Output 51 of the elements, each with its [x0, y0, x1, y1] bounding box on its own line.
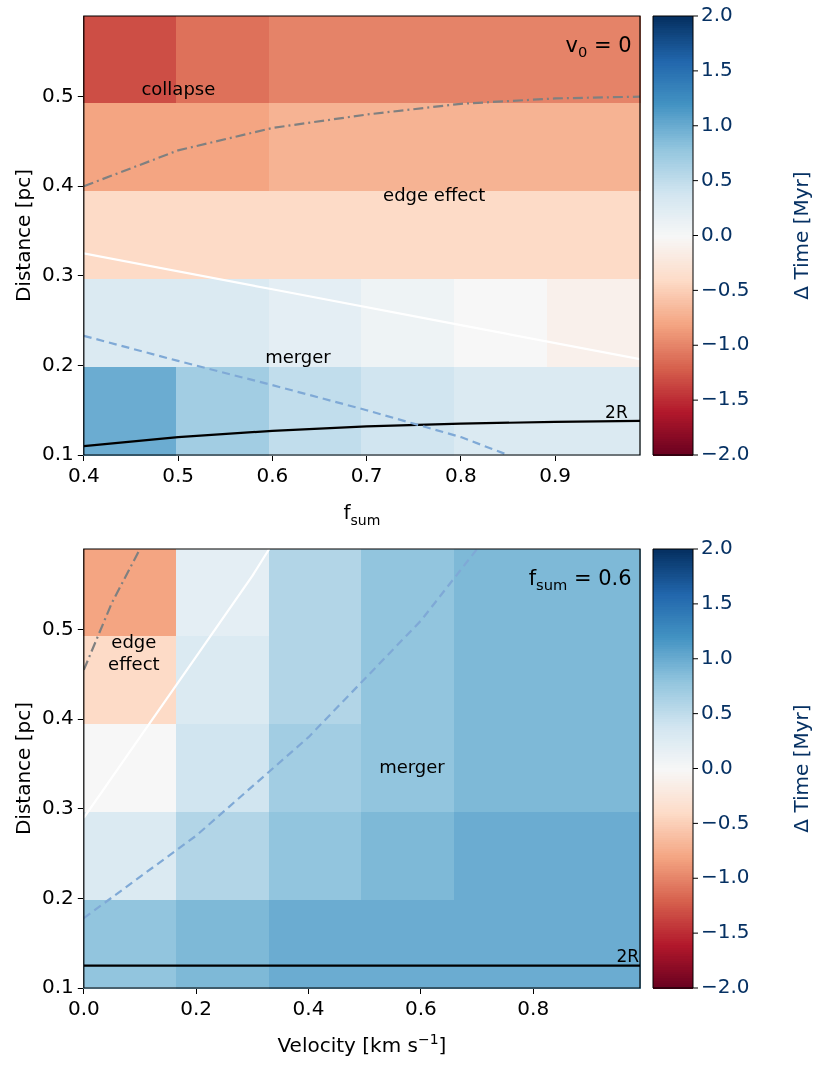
x-tick-label: 0.6 — [404, 996, 437, 1021]
annotation: edge effect — [108, 631, 160, 675]
color-bar-label: 2.0 — [701, 535, 733, 560]
x-tick-label: 0.2 — [180, 996, 213, 1021]
annotation: merger — [379, 756, 446, 778]
annotation: merger — [265, 346, 332, 368]
x-tick-label: 0.8 — [444, 463, 477, 488]
annotation: 2R — [616, 945, 640, 966]
color-bar-label: −0.5 — [701, 809, 750, 834]
color-bar-label: −1.0 — [701, 331, 750, 356]
y-axis-title: Distance [pc] — [11, 168, 35, 303]
color-bar-label: 0.5 — [701, 699, 733, 724]
x-tick-label: 0.5 — [162, 463, 194, 488]
color-bar-label: −1.0 — [701, 864, 750, 889]
y-tick-label: 0.2 — [41, 351, 74, 376]
annotation: 2R — [605, 401, 628, 422]
x-tick-label: 0.4 — [67, 463, 100, 488]
color-bar-label: 1.0 — [701, 111, 733, 136]
color-bar-label: 2.0 — [701, 2, 733, 27]
x-tick-label: 0.7 — [350, 463, 383, 488]
x-tick-label: 0.6 — [256, 463, 289, 488]
x-tick-label: 0.8 — [517, 996, 550, 1021]
y-tick-label: 0.1 — [41, 974, 74, 999]
y-tick-label: 0.3 — [41, 262, 74, 287]
color-bar-label: 1.5 — [701, 57, 733, 82]
color-bar-label: −2.0 — [701, 441, 750, 466]
y-tick-label: 0.5 — [41, 82, 74, 107]
color-bar-label: 0.0 — [701, 754, 733, 779]
color-bar-label: 1.5 — [701, 590, 733, 615]
color-bar-title: Δ Time [Myr] — [789, 171, 814, 300]
x-tick-label: 0.4 — [292, 996, 325, 1021]
x-tick-label: 0.0 — [67, 996, 100, 1021]
y-tick-label: 0.3 — [41, 795, 74, 820]
color-bar-label: 0.0 — [701, 221, 733, 246]
color-bar-label: −2.0 — [701, 974, 750, 999]
annotation: collapse — [141, 78, 216, 100]
y-tick-label: 0.4 — [41, 705, 74, 730]
annotation: edge effect — [383, 183, 486, 205]
y-tick-label: 0.5 — [41, 615, 74, 640]
y-axis-title: Distance [pc] — [11, 701, 35, 836]
y-tick-label: 0.2 — [41, 884, 74, 909]
y-tick-label: 0.4 — [41, 172, 74, 197]
color-bar-label: −0.5 — [701, 276, 750, 301]
line-series — [83, 549, 479, 920]
x-tick-label: 0.9 — [539, 463, 572, 488]
y-tick-label: 0.1 — [41, 441, 74, 466]
color-bar-title: Δ Time [Myr] — [789, 704, 814, 833]
color-bar-label: 0.5 — [701, 166, 733, 191]
color-bar-label: −1.5 — [701, 386, 750, 411]
color-bar-label: −1.5 — [701, 919, 750, 944]
color-bar-label: 1.0 — [701, 644, 733, 669]
